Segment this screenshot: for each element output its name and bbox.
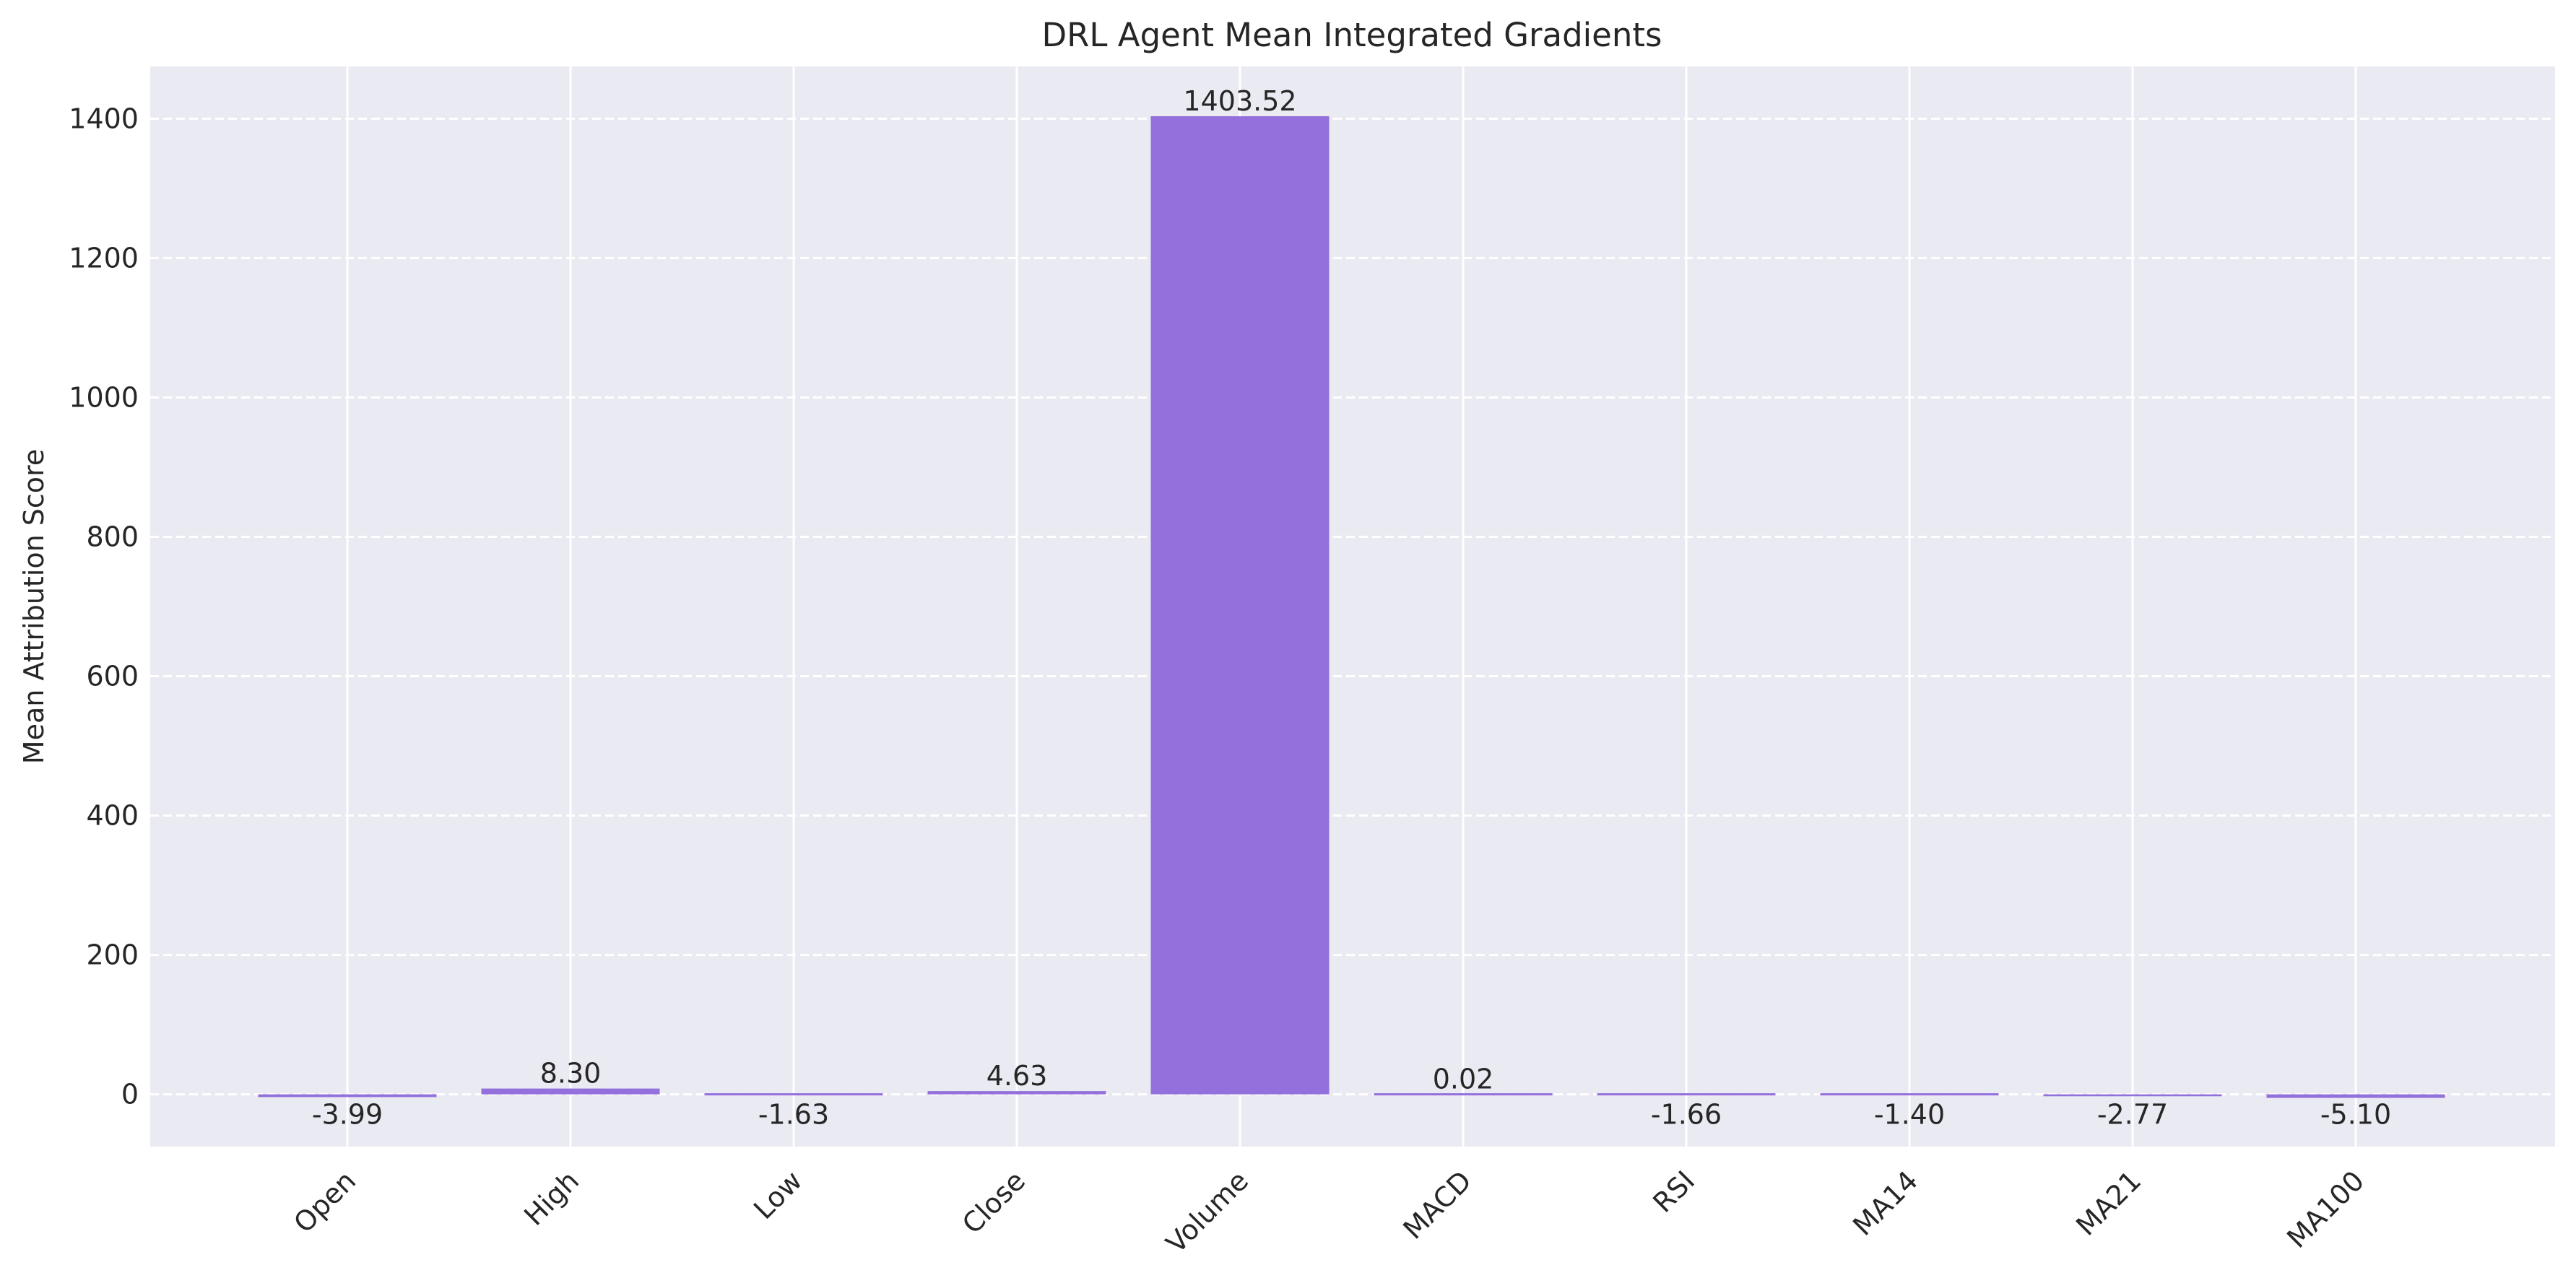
x-tick-label: Low: [747, 1165, 808, 1225]
y-tick-label: 0: [121, 1079, 139, 1110]
y-tick-label: 400: [86, 800, 139, 832]
y-tick-label: 200: [86, 939, 139, 971]
data-label: -1.40: [1874, 1099, 1945, 1131]
bar: [2043, 1094, 2222, 1097]
x-tick-label: MA21: [2070, 1165, 2147, 1242]
y-tick-label: 1400: [69, 103, 139, 134]
plot-area: [150, 66, 2555, 1147]
y-tick-label: 600: [86, 661, 139, 692]
bars: [258, 116, 2445, 1098]
chart-title: DRL Agent Mean Integrated Gradients: [1042, 16, 1662, 54]
data-label: -1.63: [758, 1099, 829, 1131]
data-label: 0.02: [1433, 1064, 1494, 1095]
bar: [258, 1094, 437, 1097]
x-tick-label: Close: [956, 1165, 1031, 1240]
bar: [927, 1091, 1106, 1095]
bar: [1374, 1093, 1553, 1096]
bar: [481, 1088, 660, 1095]
data-label: 1403.52: [1183, 85, 1296, 117]
data-labels: -3.99 8.30 -1.63 4.63 1403.52 0.02 -1.66 -1.40 -…: [312, 85, 2391, 1131]
x-tick-label: MACD: [1397, 1165, 1478, 1246]
data-label: -1.66: [1651, 1099, 1722, 1131]
data-label: 4.63: [986, 1060, 1048, 1092]
data-label: -3.99: [312, 1099, 383, 1131]
data-label: -5.10: [2320, 1099, 2391, 1131]
x-tick-label: MA100: [2281, 1165, 2370, 1254]
bar: [1820, 1093, 1999, 1096]
grid-lines: [150, 66, 2555, 1147]
x-tick-label: RSI: [1647, 1165, 1701, 1219]
y-axis-ticks: 0 200 400 600 800 1000 1200 1400: [69, 103, 139, 1110]
y-tick-label: 1200: [69, 242, 139, 274]
x-tick-label: Volume: [1160, 1165, 1254, 1259]
x-axis-ticks: Open High Low Close Volume MACD RSI MA14 MA21 MA1…: [287, 1165, 2370, 1259]
x-tick-label: High: [518, 1165, 585, 1232]
bar: [1597, 1093, 1776, 1096]
x-tick-label: Open: [287, 1165, 362, 1239]
y-tick-label: 800: [86, 521, 139, 552]
x-tick-label: MA14: [1847, 1165, 1924, 1242]
data-label: -2.77: [2097, 1099, 2168, 1131]
bar: [2266, 1094, 2445, 1098]
data-label: 8.30: [540, 1058, 602, 1090]
y-axis-label: Mean Attribution Score: [18, 449, 50, 764]
y-tick-label: 1000: [69, 381, 139, 413]
bar: [704, 1093, 883, 1096]
bar: [1150, 116, 1330, 1095]
